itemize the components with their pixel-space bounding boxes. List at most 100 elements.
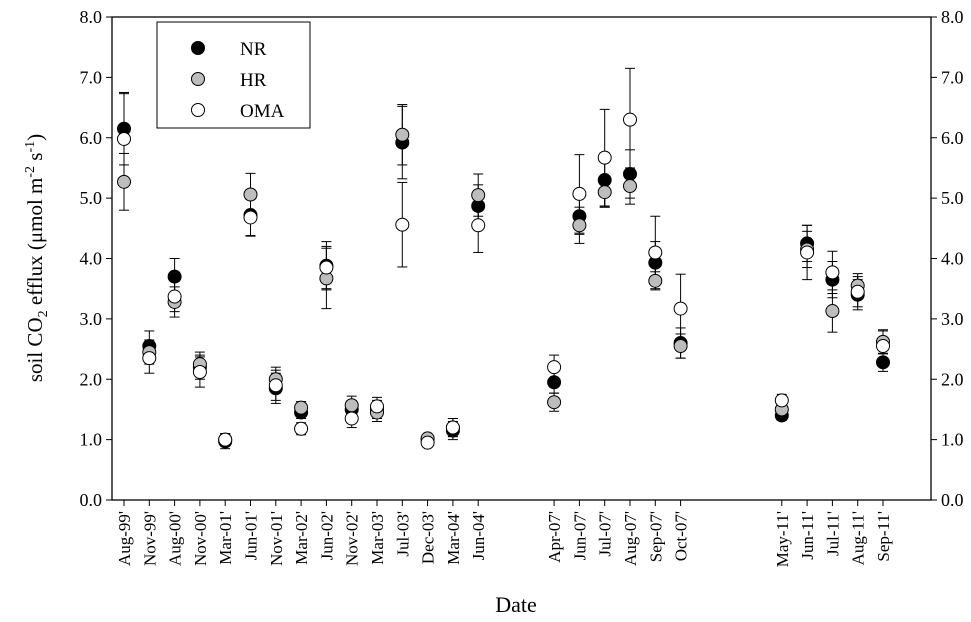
x-tick-label: Aug-00' [166,511,185,566]
x-tick-label: Nov-99' [140,511,159,566]
point-hr [294,400,309,415]
point-hr [673,339,688,354]
x-tick-label: Mar-01' [216,511,235,565]
y-tick-label-right: 1.0 [941,430,964,450]
point-hr [243,187,258,202]
x-tick-label: Sep-07' [646,511,665,562]
point-hr [648,273,663,288]
legend-marker-nr [191,41,205,55]
y-axis-right: 0.0 1.0 2.0 3.0 4.0 5.0 6.0 7.0 8.0 [931,7,964,510]
y-tick-label-right: 4.0 [941,249,964,269]
point-hr [547,395,562,410]
point-oma [597,150,612,165]
point-nr [597,173,612,188]
point-nr [623,166,637,181]
point-oma [850,284,865,299]
point-oma [218,432,233,447]
y-tick-label-left: 6.0 [80,128,103,148]
point-oma [117,131,131,146]
x-tick-label: Jul-11' [823,511,842,556]
legend-label-nr: NR [240,39,267,60]
point-hr [344,398,359,413]
x-tick-label: May-11' [773,511,792,567]
y-tick-label-right: 0.0 [941,490,964,510]
point-oma [167,289,182,304]
legend: NR HR OMA [156,21,311,129]
point-hr [117,174,131,189]
point-oma [243,210,258,225]
legend-marker-oma [191,103,205,117]
x-tick-label: Aug-07' [621,511,640,566]
point-oma [294,421,309,436]
x-tick-label: Jun-04' [469,511,488,560]
point-oma [673,301,688,316]
x-tick-label: Jun-02' [317,511,336,560]
y-tick-label-right: 7.0 [941,67,964,87]
y-tick-label-right: 5.0 [941,188,964,208]
y-axis-label: soil CO2 efflux (μmol m-2 s-1) [23,134,51,382]
y-tick-label-left: 5.0 [80,188,103,208]
x-tick-label: Nov-00' [191,511,210,566]
legend-box [156,21,311,129]
y-tick-label-left: 2.0 [80,369,103,389]
x-tick-label: Jun-07' [570,511,589,560]
x-axis: Aug-99' Nov-99' Aug-00' Nov-00' Mar-01' Jun-0… [115,500,893,567]
x-tick-label: Nov-02' [343,511,362,566]
x-tick-label: Apr-07' [545,511,564,563]
y-axis-left: 0.0 1.0 2.0 3.0 4.0 5.0 6.0 7.0 8.0 [80,7,112,510]
y-tick-label-right: 8.0 [941,7,964,27]
point-hr [572,218,587,233]
legend-marker-hr [191,72,205,86]
x-tick-label: Aug-99' [115,511,134,566]
x-tick-label: Jul-07' [596,511,615,557]
y-tick-label-right: 6.0 [941,128,964,148]
point-oma [420,435,435,450]
y-tick-label-right: 2.0 [941,369,964,389]
x-tick-label: Nov-01' [267,511,286,566]
point-oma [445,420,460,435]
point-oma [395,217,410,232]
x-tick-label: Mar-04' [444,511,463,565]
point-nr [167,269,182,284]
x-tick-label: Mar-03' [368,511,387,565]
point-oma [623,112,637,127]
x-tick-label: Jun-01' [242,511,261,560]
x-tick-label: Jun-11' [798,511,817,560]
point-oma [876,339,890,354]
point-oma [648,245,663,260]
point-oma [192,365,207,380]
y-tick-label-right: 3.0 [941,309,964,329]
x-axis-label: Date [495,592,537,617]
point-oma [471,218,486,233]
point-oma [142,351,157,366]
x-tick-label: Aug-11' [849,511,868,565]
x-tick-label: Jul-03' [393,511,412,557]
point-oma [547,360,562,375]
y-tick-label-left: 7.0 [80,67,103,87]
legend-label-hr: HR [240,70,267,91]
x-tick-label: Sep-11' [874,511,893,562]
point-oma [572,186,587,201]
y-tick-label-left: 4.0 [80,249,103,269]
point-oma [344,411,359,426]
y-tick-label-left: 3.0 [80,309,103,329]
x-tick-label: Mar-02' [292,511,311,565]
y-tick-label-left: 1.0 [80,430,103,450]
y-tick-label-left: 8.0 [80,7,103,27]
point-oma [370,399,384,414]
legend-label-oma: OMA [240,101,285,122]
point-hr [395,127,410,142]
point-nr [547,375,562,390]
point-nr [876,355,890,370]
point-hr [825,304,840,319]
point-hr [471,188,486,203]
point-oma [800,245,815,260]
y-tick-label-left: 0.0 [80,490,103,510]
point-oma [319,260,334,275]
point-hr [623,179,637,194]
point-oma [268,378,283,393]
point-oma [825,265,840,280]
point-hr [597,185,612,200]
data-marks [117,67,890,450]
